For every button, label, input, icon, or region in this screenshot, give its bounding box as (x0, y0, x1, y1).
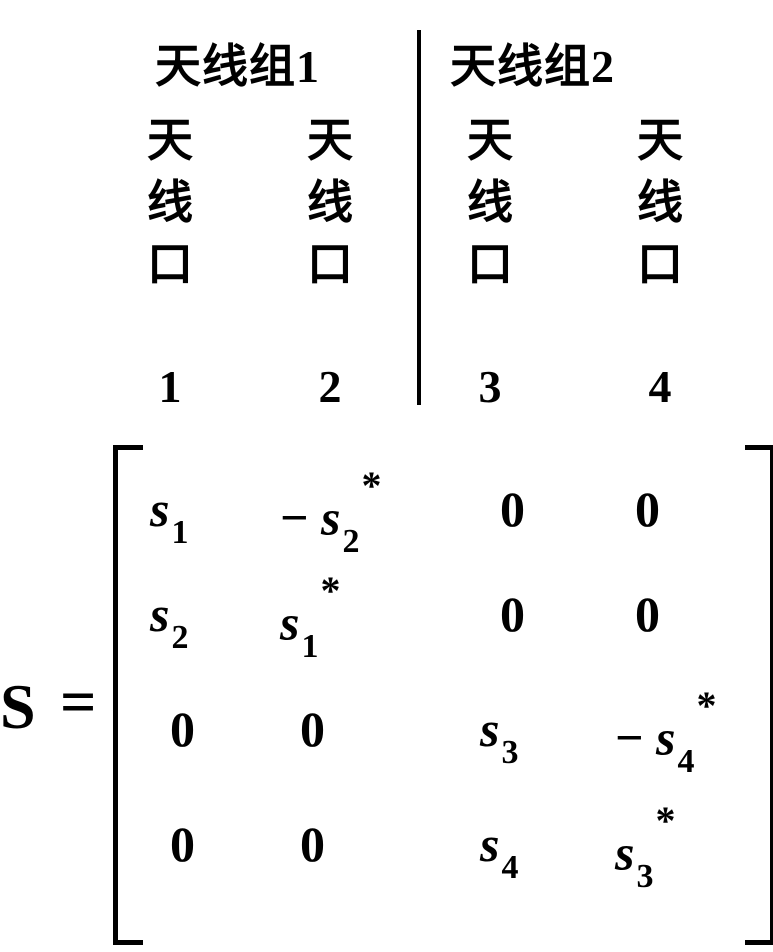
col-header-1: 天线口 (140, 110, 200, 296)
group-divider (417, 30, 421, 405)
matrix-cell-r3-c2: 0 (300, 700, 325, 758)
matrix-cell-r2-c2: s1* (280, 585, 340, 660)
col-header-2: 天线口 (300, 110, 360, 296)
matrix-cell-r2-c4: 0 (635, 585, 660, 643)
matrix-cell-r3-c1: 0 (170, 700, 195, 758)
matrix-cell-r2-c3: 0 (500, 585, 525, 643)
col-port-2: 2 (300, 360, 360, 413)
col-port-4: 4 (630, 360, 690, 413)
matrix-cell-r4-c4: s3* (615, 815, 675, 890)
col-port-1: 1 (140, 360, 200, 413)
matrix-cell-r3-c4: − s4* (615, 700, 716, 775)
matrix-cell-r1-c2: − s2* (280, 480, 381, 555)
matrix-cell-r4-c1: 0 (170, 815, 195, 873)
matrix-symbol-S: S (0, 670, 36, 744)
matrix-cell-r4-c3: s4 (480, 815, 518, 881)
matrix-cell-r2-c1: s2 (150, 585, 188, 651)
matrix-cell-r4-c2: 0 (300, 815, 325, 873)
col-port-3: 3 (460, 360, 520, 413)
matrix-cell-r3-c3: s3 (480, 700, 518, 766)
col-header-4: 天线口 (630, 110, 690, 296)
equals-sign: = (60, 665, 96, 739)
col-header-3: 天线口 (460, 110, 520, 296)
bracket-right (745, 445, 773, 945)
matrix-cell-r1-c4: 0 (635, 480, 660, 538)
group1-label: 天线组1 (155, 30, 320, 96)
bracket-left (113, 445, 143, 945)
group2-label: 天线组2 (450, 30, 615, 96)
matrix-cell-r1-c1: s1 (150, 480, 188, 546)
matrix-cell-r1-c3: 0 (500, 480, 525, 538)
